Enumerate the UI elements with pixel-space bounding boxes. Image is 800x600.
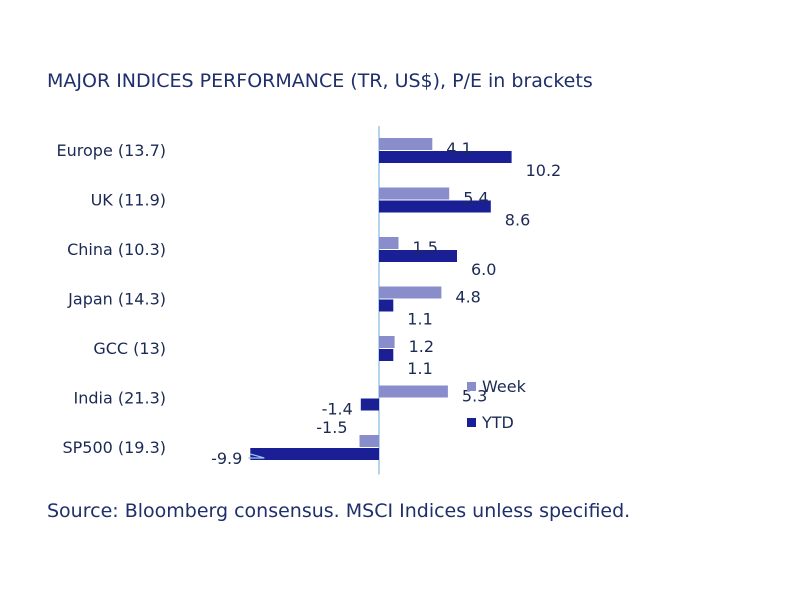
bar-week	[379, 138, 433, 150]
value-label: 10.2	[526, 161, 562, 180]
category-label: China (10.3)	[67, 240, 166, 259]
value-label: 1.1	[407, 359, 432, 378]
legend-label-ytd: YTD	[481, 413, 514, 432]
bar-ytd	[360, 398, 379, 411]
bar-week	[379, 385, 448, 398]
source-note: Source: Bloomberg consensus. MSCI Indice…	[47, 500, 631, 522]
value-label: 4.8	[455, 288, 480, 307]
bar-week	[359, 435, 379, 447]
bar-ytd	[379, 200, 491, 213]
chart-title: MAJOR INDICES PERFORMANCE (TR, US$), P/E…	[47, 70, 593, 92]
value-label: 1.1	[407, 310, 432, 329]
category-label: Europe (13.7)	[57, 141, 166, 160]
value-label: 5.4	[463, 189, 488, 208]
category-label: India (21.3)	[74, 389, 166, 408]
value-label: -9.9	[211, 449, 242, 468]
bar-ytd	[250, 448, 379, 460]
value-label: -1.5	[316, 418, 347, 437]
legend-swatch-ytd	[467, 418, 476, 427]
legend-swatch-week	[467, 382, 476, 391]
leader-line	[248, 453, 265, 459]
value-label: 1.2	[409, 337, 434, 356]
value-label: 6.0	[471, 260, 496, 279]
bar-week	[379, 187, 450, 200]
bar-ytd	[379, 299, 394, 312]
category-label: UK (11.9)	[91, 191, 166, 210]
bar-ytd	[379, 250, 457, 262]
category-label: SP500 (19.3)	[62, 438, 166, 457]
bar-week	[379, 336, 395, 348]
value-label: 4.1	[446, 139, 471, 158]
bar-week	[379, 286, 442, 299]
value-label: 5.3	[462, 387, 487, 406]
bar-ytd	[379, 349, 394, 361]
legend-label-week: Week	[482, 377, 527, 396]
category-label: GCC (13)	[93, 339, 166, 358]
bar-week	[379, 237, 399, 249]
value-label: 1.5	[413, 238, 438, 257]
bar-ytd	[379, 151, 512, 163]
value-label: 8.6	[505, 211, 530, 230]
category-label: Japan (14.3)	[67, 290, 166, 309]
value-label: -1.4	[322, 400, 353, 419]
